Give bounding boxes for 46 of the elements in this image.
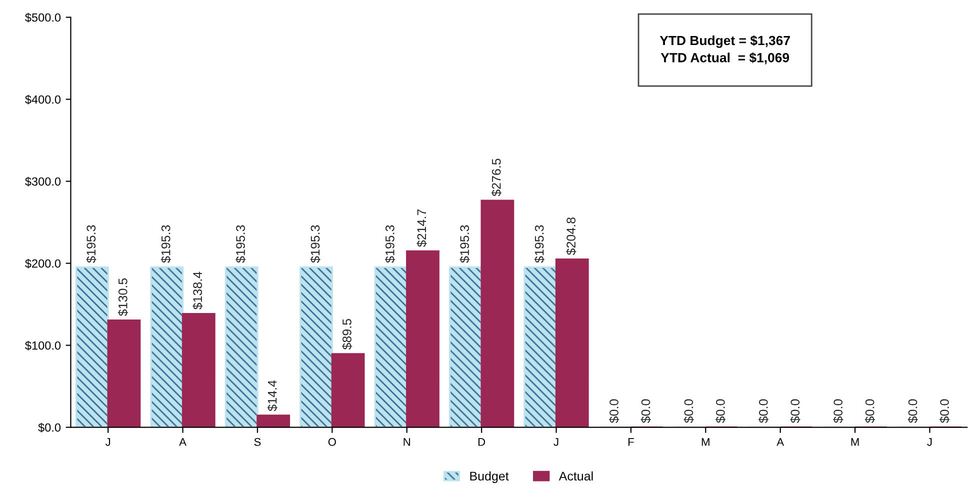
data-label: $0.0 bbox=[684, 399, 694, 424]
y-tick-label: $200.0 bbox=[25, 258, 61, 268]
data-label: $0.0 bbox=[864, 399, 875, 424]
x-tick-label: A bbox=[179, 438, 186, 446]
data-label: $0.0 bbox=[609, 399, 620, 424]
x-tick-label: S bbox=[254, 438, 261, 446]
data-label: $195.3 bbox=[384, 225, 396, 263]
legend-label: Actual bbox=[558, 471, 593, 481]
annotation: YTD Actual = $1,069 bbox=[660, 52, 790, 64]
data-label: $138.4 bbox=[192, 272, 203, 310]
data-label: $195.3 bbox=[236, 225, 246, 263]
x-tick-label: N bbox=[404, 438, 410, 446]
y-tick-label: $400.0 bbox=[25, 94, 61, 104]
data-label: $276.5 bbox=[491, 158, 502, 196]
data-label: $195.3 bbox=[160, 225, 172, 263]
data-label: $130.5 bbox=[118, 278, 128, 316]
x-tick-label: M bbox=[851, 438, 859, 446]
data-label: $0.0 bbox=[790, 399, 800, 424]
x-tick-label: A bbox=[776, 438, 784, 446]
data-label: $0.0 bbox=[640, 399, 651, 424]
x-tick-label: M bbox=[702, 438, 710, 446]
data-label: $0.0 bbox=[758, 399, 769, 424]
data-label: $0.0 bbox=[940, 399, 950, 424]
data-label: $204.8 bbox=[566, 218, 576, 256]
data-label: $0.0 bbox=[833, 399, 844, 424]
data-label: $214.7 bbox=[416, 209, 427, 247]
x-tick-label: D bbox=[478, 438, 486, 446]
x-tick-label: F bbox=[628, 438, 634, 446]
y-tick-label: $500.0 bbox=[25, 12, 61, 22]
data-label: $0.0 bbox=[715, 399, 726, 424]
annotation: YTD Budget = $1,367 bbox=[660, 35, 790, 48]
data-label: $195.3 bbox=[86, 225, 96, 263]
data-label: $195.3 bbox=[460, 225, 470, 263]
y-tick-label: $0.0 bbox=[38, 422, 61, 432]
data-label: $0.0 bbox=[908, 399, 918, 424]
y-tick-label: $300.0 bbox=[25, 176, 61, 186]
data-label: $89.5 bbox=[342, 318, 352, 350]
data-label: $195.3 bbox=[310, 225, 320, 263]
y-tick-label: $100.0 bbox=[25, 340, 61, 350]
x-tick-label: J bbox=[105, 438, 110, 446]
x-tick-label: J bbox=[554, 438, 558, 446]
x-tick-label: J bbox=[927, 438, 932, 446]
data-label: $195.3 bbox=[534, 225, 544, 263]
data-label: $14.4 bbox=[267, 380, 278, 412]
x-tick-label: O bbox=[328, 438, 336, 446]
legend-label: Budget bbox=[470, 471, 509, 484]
